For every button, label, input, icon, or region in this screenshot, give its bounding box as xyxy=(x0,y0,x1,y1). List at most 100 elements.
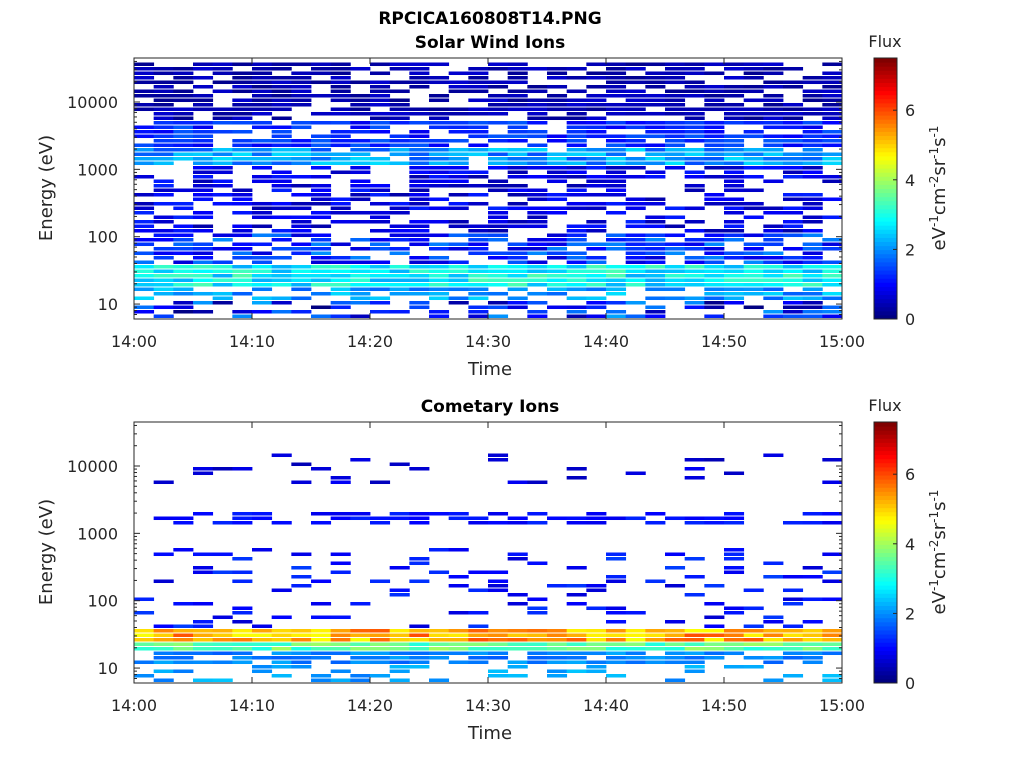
heatmap-cell xyxy=(370,579,391,584)
heatmap-cell xyxy=(370,80,391,85)
heatmap-cell xyxy=(645,310,666,314)
heatmap-cell xyxy=(507,224,528,229)
heatmap-cell xyxy=(153,287,174,292)
solar-wind-colorbar-label: eV-1cm-2sr-1s-1 xyxy=(927,126,950,251)
heatmap-cell xyxy=(763,166,784,170)
heatmap-cell xyxy=(783,197,804,202)
heatmap-cell xyxy=(625,98,646,103)
heatmap-cell xyxy=(271,152,292,157)
heatmap-cell xyxy=(173,202,194,206)
colorbar-segment xyxy=(874,438,897,443)
heatmap-cell xyxy=(507,251,528,256)
heatmap-cell xyxy=(606,611,627,615)
heatmap-cell xyxy=(822,274,843,278)
heatmap-cell xyxy=(606,579,627,584)
heatmap-cell xyxy=(468,89,489,94)
heatmap-cell xyxy=(527,148,548,152)
heatmap-cell xyxy=(350,188,371,193)
heatmap-cell xyxy=(134,193,155,197)
heatmap-cell xyxy=(704,516,725,521)
heatmap-cell xyxy=(586,512,607,516)
heatmap-cell xyxy=(684,593,705,597)
heatmap-cell xyxy=(625,103,646,107)
heatmap-cell xyxy=(389,98,410,103)
heatmap-cell xyxy=(389,251,410,256)
heatmap-cell xyxy=(311,521,332,525)
heatmap-cell xyxy=(468,656,489,660)
heatmap-cell xyxy=(743,161,764,166)
heatmap-cell xyxy=(763,561,784,566)
heatmap-cell xyxy=(271,665,292,669)
heatmap-cell xyxy=(468,229,489,233)
heatmap-cell xyxy=(724,188,745,193)
heatmap-cell xyxy=(212,202,233,206)
heatmap-cell xyxy=(389,642,410,647)
heatmap-cell xyxy=(783,80,804,85)
heatmap-cell xyxy=(783,314,804,319)
heatmap-cell xyxy=(586,152,607,157)
heatmap-cell xyxy=(822,94,843,98)
heatmap-cell xyxy=(468,647,489,651)
heatmap-cell xyxy=(193,188,214,193)
heatmap-cell xyxy=(291,278,312,283)
heatmap-cell xyxy=(134,647,155,651)
heatmap-cell xyxy=(684,152,705,157)
heatmap-cell xyxy=(665,678,686,683)
heatmap-cell xyxy=(252,112,273,116)
heatmap-cell xyxy=(822,103,843,107)
heatmap-cell xyxy=(330,278,351,283)
heatmap-cell xyxy=(448,112,469,116)
colorbar-segment xyxy=(874,131,897,136)
heatmap-cell xyxy=(173,521,194,525)
heatmap-cell xyxy=(763,107,784,112)
heatmap-cell xyxy=(566,98,587,103)
heatmap-cell xyxy=(665,166,686,170)
heatmap-cell xyxy=(704,175,725,179)
heatmap-cell xyxy=(527,112,548,116)
heatmap-cell xyxy=(527,103,548,107)
heatmap-cell xyxy=(527,642,548,647)
heatmap-cell xyxy=(625,238,646,242)
heatmap-cell xyxy=(330,143,351,148)
heatmap-cell xyxy=(311,260,332,265)
heatmap-cell xyxy=(311,71,332,76)
heatmap-cell xyxy=(429,642,450,647)
heatmap-cell xyxy=(134,71,155,76)
colorbar-segment xyxy=(874,102,897,108)
heatmap-cell xyxy=(232,269,253,274)
heatmap-cell xyxy=(311,251,332,256)
heatmap-cell xyxy=(507,260,528,265)
heatmap-cell xyxy=(291,265,312,269)
heatmap-cell xyxy=(389,588,410,593)
heatmap-cell xyxy=(783,647,804,651)
heatmap-cell xyxy=(783,305,804,310)
heatmap-cell xyxy=(822,247,843,251)
heatmap-cell xyxy=(193,224,214,229)
heatmap-cell xyxy=(625,611,646,615)
heatmap-cell xyxy=(606,283,627,287)
heatmap-cell xyxy=(311,233,332,238)
heatmap-cell xyxy=(350,107,371,112)
heatmap-cell xyxy=(330,211,351,215)
colorbar-segment xyxy=(874,274,897,279)
heatmap-cell xyxy=(763,238,784,242)
heatmap-cell xyxy=(429,678,450,683)
heatmap-cell xyxy=(448,80,469,85)
heatmap-cell xyxy=(232,620,253,624)
heatmap-cell xyxy=(291,310,312,314)
heatmap-cell xyxy=(507,206,528,211)
heatmap-cell xyxy=(350,125,371,130)
heatmap-cell xyxy=(134,67,155,71)
heatmap-cell xyxy=(212,71,233,76)
heatmap-cell xyxy=(232,152,253,157)
heatmap-cell xyxy=(193,602,214,606)
heatmap-cell xyxy=(645,125,666,130)
x-tick-label: 14:30 xyxy=(465,332,511,351)
heatmap-cell xyxy=(586,166,607,170)
heatmap-cell xyxy=(153,669,174,674)
heatmap-cell xyxy=(606,314,627,319)
heatmap-cell xyxy=(153,629,174,633)
heatmap-cell xyxy=(488,184,509,188)
heatmap-cell xyxy=(507,269,528,274)
